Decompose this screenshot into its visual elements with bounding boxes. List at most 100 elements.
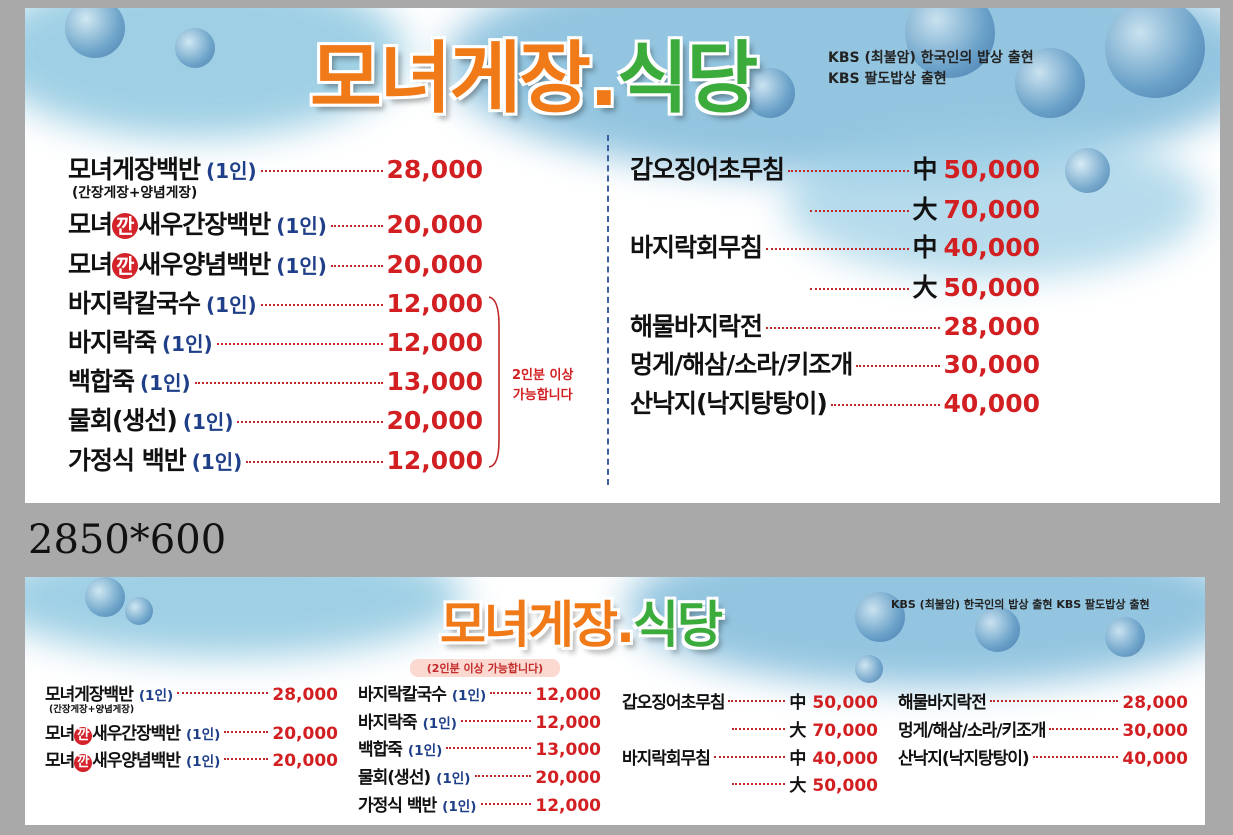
group-bracket xyxy=(488,296,500,468)
menu-item: 모녀 깐 새우양념백반 (1인) 20,000 xyxy=(68,245,483,281)
menu-item-price: 40,000 xyxy=(812,749,878,769)
menu-item-name: 바지락죽 xyxy=(68,328,157,357)
menu-item-price: 40,000 xyxy=(943,233,1040,262)
tv-appearance-line: KBS (최불암) 한국인의 밥상 출현 xyxy=(828,50,1034,66)
portion-label: (1인) xyxy=(138,688,174,704)
menu-item: 갑오징어초무침 中 50,000 xyxy=(622,688,878,713)
menu-item-name: 멍게/해삼/소라/키조개 xyxy=(630,350,853,379)
title-dot: . xyxy=(589,34,619,124)
portion-label: (1인) xyxy=(206,293,257,317)
size-label: 大 xyxy=(912,195,938,224)
menu-item-price: 12,000 xyxy=(535,713,601,733)
portion-label: (1인) xyxy=(442,799,477,815)
size-label: 中 xyxy=(789,749,807,769)
portion-label: (1인) xyxy=(451,688,487,704)
title-main: 모녀게장 xyxy=(440,596,618,654)
dot-leader xyxy=(194,382,383,384)
menu-item-description: (간장게장+양념게장) xyxy=(49,704,135,716)
menu-item: 바지락회무침 中 40,000 xyxy=(622,744,878,769)
group-note-line: 가능합니다 xyxy=(512,388,573,403)
menu-item-name: 갑오징어초무침 xyxy=(622,693,725,713)
dot-leader xyxy=(713,756,786,758)
portion-label: (1인) xyxy=(185,754,221,770)
tv-appearance-line: KBS (최불암) 한국인의 밥상 출현 KBS 팔도밥상 출현 xyxy=(891,598,1150,611)
menu-item: 산낙지(낙지탕탕이) 40,000 xyxy=(898,744,1188,769)
menu-item-price: 13,000 xyxy=(535,740,601,760)
menu-item: 산낙지(낙지탕탕이) 40,000 xyxy=(630,384,1040,420)
menu-item-price: 28,000 xyxy=(1122,693,1188,713)
restaurant-title: 모녀게장.식당 xyxy=(310,16,758,128)
menu-item-name: 갑오징어초무침 xyxy=(630,155,785,184)
menu-item-price: 20,000 xyxy=(386,210,483,239)
menu-item: 물회(생선) (1인) 20,000 xyxy=(358,763,601,788)
dot-leader xyxy=(490,692,532,694)
menu-item: 멍게/해삼/소라/키조개 30,000 xyxy=(630,345,1040,381)
dot-leader xyxy=(810,288,909,290)
menu-item: 바지락회무침 中 40,000 xyxy=(630,228,1040,264)
menu-item-name: 백합죽 xyxy=(358,740,403,760)
menu-item-price: 70,000 xyxy=(812,721,878,741)
menu-item-price: 50,000 xyxy=(943,155,1040,184)
menu-item-price: 30,000 xyxy=(943,350,1040,379)
menu-item: 바지락칼국수 (1인) 12,000 xyxy=(68,284,483,320)
menu-item-name: 해물바지락전 xyxy=(898,693,987,713)
dot-leader xyxy=(766,248,909,250)
menu-item-price: 20,000 xyxy=(272,724,338,744)
dot-leader xyxy=(330,265,383,267)
menu-item-name-suffix: 새우양념백반 xyxy=(92,751,181,771)
portion-label: (1인) xyxy=(276,254,327,278)
menu-item-price: 20,000 xyxy=(272,751,338,771)
dot-leader xyxy=(732,783,786,785)
dot-leader xyxy=(224,758,269,760)
size-label: 中 xyxy=(912,155,938,184)
menu-item-name: 물회(생선) xyxy=(358,768,431,788)
menu-item-price: 30,000 xyxy=(1122,721,1188,741)
size-caption: 2850*600 xyxy=(28,517,227,563)
menu-item-price: 20,000 xyxy=(386,250,483,279)
peeled-badge-icon: 깐 xyxy=(74,727,93,745)
dot-leader xyxy=(830,404,940,406)
menu-item-price: 12,000 xyxy=(535,685,601,705)
portion-label: (1인) xyxy=(191,450,243,474)
dot-leader xyxy=(810,210,909,212)
dot-leader xyxy=(237,421,383,423)
menu-item-price: 20,000 xyxy=(535,768,601,788)
size-label: 大 xyxy=(789,776,807,796)
title-main: 모녀게장 xyxy=(310,34,591,124)
menu-item-name: 물회(생선) xyxy=(68,406,178,435)
group-note-line: 2인분 이상 xyxy=(512,368,574,383)
dot-leader xyxy=(766,327,940,329)
menu-item-name-suffix: 새우간장백반 xyxy=(138,210,271,239)
column-divider xyxy=(607,135,609,485)
menu-item: 모녀게장백반 (1인) 28,000 xyxy=(68,150,483,186)
portion-label: (1인) xyxy=(185,727,221,743)
size-label: 中 xyxy=(789,693,807,713)
restaurant-title-small: 모녀게장.식당 xyxy=(440,585,723,657)
menu-item-name: 해물바지락전 xyxy=(630,312,763,341)
menu-banner-large: 모녀게장.식당 KBS (최불암) 한국인의 밥상 출현 KBS 팔도밥상 출현… xyxy=(25,8,1220,503)
peeled-badge-icon: 깐 xyxy=(74,754,93,772)
tv-appearance-info: KBS (최불암) 한국인의 밥상 출현 KBS 팔도밥상 출현 xyxy=(828,48,1034,90)
dot-leader xyxy=(732,728,786,730)
menu-item-name: 바지락칼국수 xyxy=(68,289,201,318)
dot-leader xyxy=(728,700,786,702)
size-label: 大 xyxy=(789,721,807,741)
portion-label: (1인) xyxy=(140,371,191,395)
menu-item-name-suffix: 새우간장백반 xyxy=(92,724,181,744)
portion-label: (1인) xyxy=(422,716,457,732)
menu-item-price: 70,000 xyxy=(943,195,1040,224)
dot-leader xyxy=(1049,728,1119,730)
menu-item: 멍게/해삼/소라/키조개 30,000 xyxy=(898,716,1188,741)
dot-leader xyxy=(246,461,383,463)
menu-item-name: 가정식 백반 xyxy=(68,446,187,475)
menu-item: 해물바지락전 28,000 xyxy=(898,688,1188,713)
menu-item: 大 70,000 xyxy=(622,716,878,741)
dot-leader xyxy=(260,170,383,172)
menu-item-price: 40,000 xyxy=(943,389,1040,418)
dot-leader xyxy=(474,775,532,777)
menu-item-name: 바지락회무침 xyxy=(622,749,711,769)
menu-item-price: 50,000 xyxy=(943,273,1040,302)
menu-item-name: 백합죽 xyxy=(68,367,135,396)
menu-item-price: 50,000 xyxy=(812,776,878,796)
menu-item-price: 20,000 xyxy=(386,406,483,435)
